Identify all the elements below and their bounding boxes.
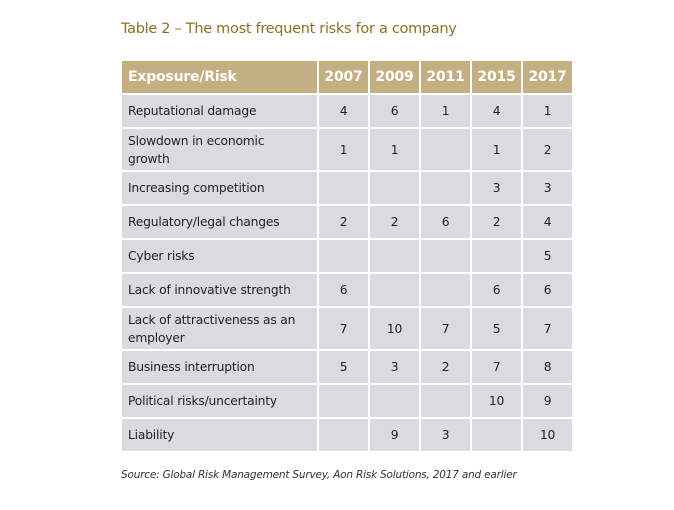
rank-cell: 7 (317, 306, 370, 351)
risk-cell: Lack of attractiveness as an employer (120, 306, 319, 351)
rank-cell (317, 417, 370, 453)
rank-cell: 6 (368, 93, 421, 129)
rank-cell: 2 (368, 204, 421, 240)
rank-cell: 10 (368, 306, 421, 351)
rank-cell: 4 (470, 93, 523, 129)
rank-cell: 2 (317, 204, 370, 240)
header-cell: 2007 (317, 59, 370, 95)
rank-cell: 7 (521, 306, 574, 351)
table-title: Table 2 – The most frequent risks for a … (121, 21, 457, 37)
header-cell: 2017 (521, 59, 574, 95)
risk-cell: Slowdown in economic growth (120, 127, 319, 172)
risk-cell: Reputational damage (120, 93, 319, 129)
rank-cell: 1 (470, 127, 523, 172)
rank-cell: 1 (368, 127, 421, 172)
rank-cell: 3 (419, 417, 472, 453)
rank-cell (470, 417, 523, 453)
table-row: Increasing competition 3 3 (120, 170, 574, 206)
rank-cell: 2 (470, 204, 523, 240)
rank-cell: 2 (419, 349, 472, 385)
risk-cell: Political risks/uncertainty (120, 383, 319, 419)
source-note: Source: Global Risk Management Survey, A… (121, 469, 517, 481)
table-row: Regulatory/legal changes 2 2 6 2 4 (120, 204, 574, 240)
rank-cell: 8 (521, 349, 574, 385)
rank-cell (317, 170, 370, 206)
table-row: Business interruption 5 3 2 7 8 (120, 349, 574, 385)
rank-cell: 5 (470, 306, 523, 351)
rank-cell: 10 (521, 417, 574, 453)
risk-cell: Cyber risks (120, 238, 319, 274)
rank-cell: 2 (521, 127, 574, 172)
header-cell: 2009 (368, 59, 421, 95)
rank-cell: 4 (521, 204, 574, 240)
table-row: Lack of attractiveness as an employer 7 10… (120, 306, 574, 351)
rank-cell: 1 (419, 93, 472, 129)
rank-cell: 6 (470, 272, 523, 308)
rank-cell: 6 (317, 272, 370, 308)
risk-cell: Regulatory/legal changes (120, 204, 319, 240)
rank-cell: 3 (470, 170, 523, 206)
rank-cell (470, 238, 523, 274)
header-cell: Exposure/Risk (120, 59, 319, 95)
rank-cell (317, 383, 370, 419)
rank-cell (419, 170, 472, 206)
risks-table: Exposure/Risk 2007 2009 2011 2015 2017 R… (120, 59, 574, 453)
rank-cell: 9 (368, 417, 421, 453)
rank-cell (419, 383, 472, 419)
table-row: Political risks/uncertainty 10 9 (120, 383, 574, 419)
header-cell: 2011 (419, 59, 472, 95)
table-row: Lack of innovative strength 6 6 6 (120, 272, 574, 308)
risk-cell: Business interruption (120, 349, 319, 385)
rank-cell (419, 272, 472, 308)
rank-cell (419, 127, 472, 172)
rank-cell: 4 (317, 93, 370, 129)
rank-cell: 3 (368, 349, 421, 385)
table-row: Reputational damage 4 6 1 4 1 (120, 93, 574, 129)
rank-cell: 1 (317, 127, 370, 172)
risk-cell: Increasing competition (120, 170, 319, 206)
rank-cell: 7 (419, 306, 472, 351)
rank-cell (368, 170, 421, 206)
risk-cell: Lack of innovative strength (120, 272, 319, 308)
rank-cell: 1 (521, 93, 574, 129)
table-row: Cyber risks 5 (120, 238, 574, 274)
rank-cell: 6 (419, 204, 472, 240)
rank-cell: 9 (521, 383, 574, 419)
rank-cell (317, 238, 370, 274)
rank-cell: 6 (521, 272, 574, 308)
table-row: Slowdown in economic growth 1 1 1 2 (120, 127, 574, 172)
table-row: Liability 9 3 10 (120, 417, 574, 453)
rank-cell (368, 272, 421, 308)
rank-cell (368, 383, 421, 419)
rank-cell (419, 238, 472, 274)
risk-cell: Liability (120, 417, 319, 453)
header-row: Exposure/Risk 2007 2009 2011 2015 2017 (120, 59, 574, 95)
rank-cell (368, 238, 421, 274)
header-cell: 2015 (470, 59, 523, 95)
rank-cell: 7 (470, 349, 523, 385)
rank-cell: 5 (521, 238, 574, 274)
rank-cell: 10 (470, 383, 523, 419)
rank-cell: 5 (317, 349, 370, 385)
rank-cell: 3 (521, 170, 574, 206)
